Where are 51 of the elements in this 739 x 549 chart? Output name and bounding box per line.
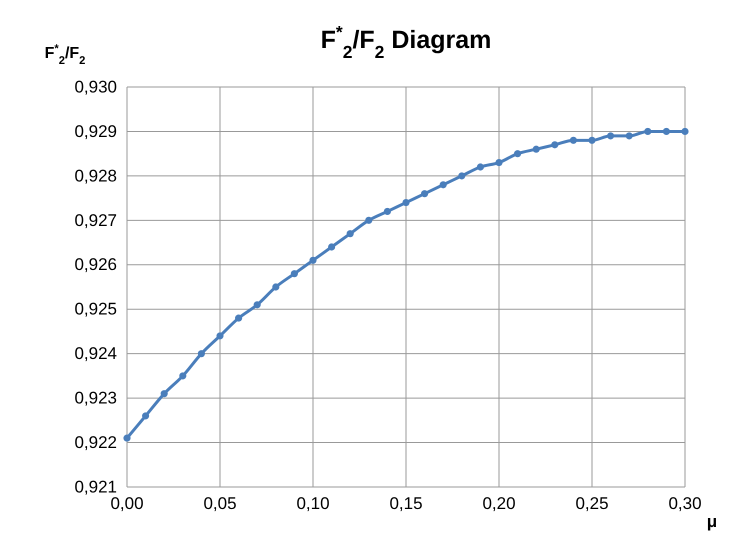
point	[402, 198, 410, 206]
y-tick-label: 0,928	[74, 166, 117, 186]
y-tick-label: 0,926	[74, 255, 117, 274]
point	[626, 132, 633, 140]
point	[514, 150, 522, 158]
point	[142, 412, 150, 420]
point	[254, 301, 261, 308]
point	[328, 243, 336, 251]
point	[662, 128, 670, 136]
x-tick-label: 0,00	[110, 494, 144, 514]
point	[588, 136, 596, 144]
x-tick-label: 0,05	[203, 494, 237, 514]
point	[458, 172, 466, 180]
y-tick-label: 0,927	[74, 210, 117, 230]
point	[346, 230, 354, 238]
point	[551, 141, 558, 148]
point	[681, 128, 689, 136]
y-tick-label: 0,923	[74, 388, 117, 408]
y-tick-label: 0,925	[74, 300, 117, 319]
chart-title: F$^{*}$$_{2}$/F$_{2}$ Diagram	[320, 22, 492, 62]
point	[476, 163, 484, 171]
point	[198, 350, 205, 358]
x-tick-label: 0,10	[296, 494, 330, 514]
y-axis-title: F$^{*}$$_{2}$/F$_{2}$	[44, 43, 86, 67]
x-tick-label: 0,20	[482, 494, 516, 514]
x-tick-label: 0,25	[575, 494, 609, 514]
point	[123, 434, 131, 442]
y-tick-label: 0,930	[74, 77, 117, 96]
point	[290, 270, 298, 278]
point	[532, 146, 540, 153]
x-tick-label: 0,30	[668, 494, 702, 514]
point	[384, 208, 391, 216]
x-tick-label: 0,15	[389, 494, 423, 514]
point	[495, 158, 503, 166]
point	[421, 190, 428, 198]
point	[160, 390, 168, 398]
y-tick-label: 0,924	[74, 344, 117, 364]
point	[570, 136, 577, 144]
point	[440, 181, 447, 188]
point	[179, 372, 186, 380]
y-tick-label: 0,922	[74, 432, 117, 452]
y-tick-label: 0,929	[74, 122, 117, 141]
point	[272, 283, 280, 291]
point	[235, 314, 242, 322]
point	[309, 256, 317, 264]
point	[216, 332, 224, 340]
point	[365, 216, 372, 224]
y-tick-label: 0,921	[74, 477, 117, 496]
point	[644, 128, 652, 136]
x-axis-title: μ	[706, 512, 718, 531]
point	[607, 132, 614, 140]
